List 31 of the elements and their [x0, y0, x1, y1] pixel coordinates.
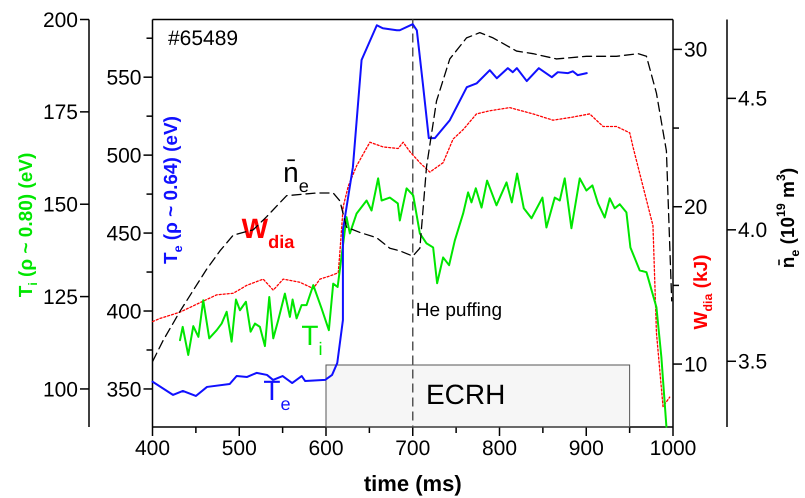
y-tick-label: 4.0 [738, 219, 768, 242]
series-label: T$_{i}$ [301, 320, 323, 359]
y-tick-label: 100 [42, 378, 78, 402]
x-tick-label: 800 [482, 437, 518, 460]
y-tick-label: 150 [42, 194, 78, 217]
series-label: W$_{dia}$ [242, 213, 296, 252]
y2-tick-label: 550 [106, 66, 142, 90]
y3-tick-label: 10 [684, 353, 708, 376]
ref-line-label: He puffing [416, 300, 502, 321]
series-label: n̄$_{e}$ [283, 157, 309, 196]
series-label: T$_{e}$ [263, 375, 291, 414]
y2-tick-label: 400 [106, 300, 142, 324]
y3-tick-label: 30 [684, 38, 708, 62]
y2-tick-label: 500 [106, 144, 142, 168]
y2-tick-label: 350 [106, 378, 142, 402]
x-axis-title: time (ms) [364, 471, 462, 496]
y-tick-label: 4.5 [738, 88, 768, 111]
annotation: #65489 [168, 27, 238, 50]
y-tick-label: 3.5 [738, 350, 768, 374]
x-tick-label: 400 [134, 437, 170, 460]
x-tick-label: 900 [568, 437, 604, 460]
x-tick-label: 1000 [650, 437, 696, 460]
y-tick-label: 175 [42, 101, 78, 124]
band-label: ECRH [426, 379, 506, 410]
y2-tick-label: 450 [106, 222, 142, 246]
x-tick-label: 700 [395, 437, 430, 460]
y-tick-label: 125 [42, 286, 78, 309]
x-tick-label: 600 [308, 437, 344, 460]
y3-tick-label: 20 [684, 196, 708, 220]
y-tick-label: 200 [42, 8, 78, 32]
x-tick-label: 500 [222, 437, 257, 460]
